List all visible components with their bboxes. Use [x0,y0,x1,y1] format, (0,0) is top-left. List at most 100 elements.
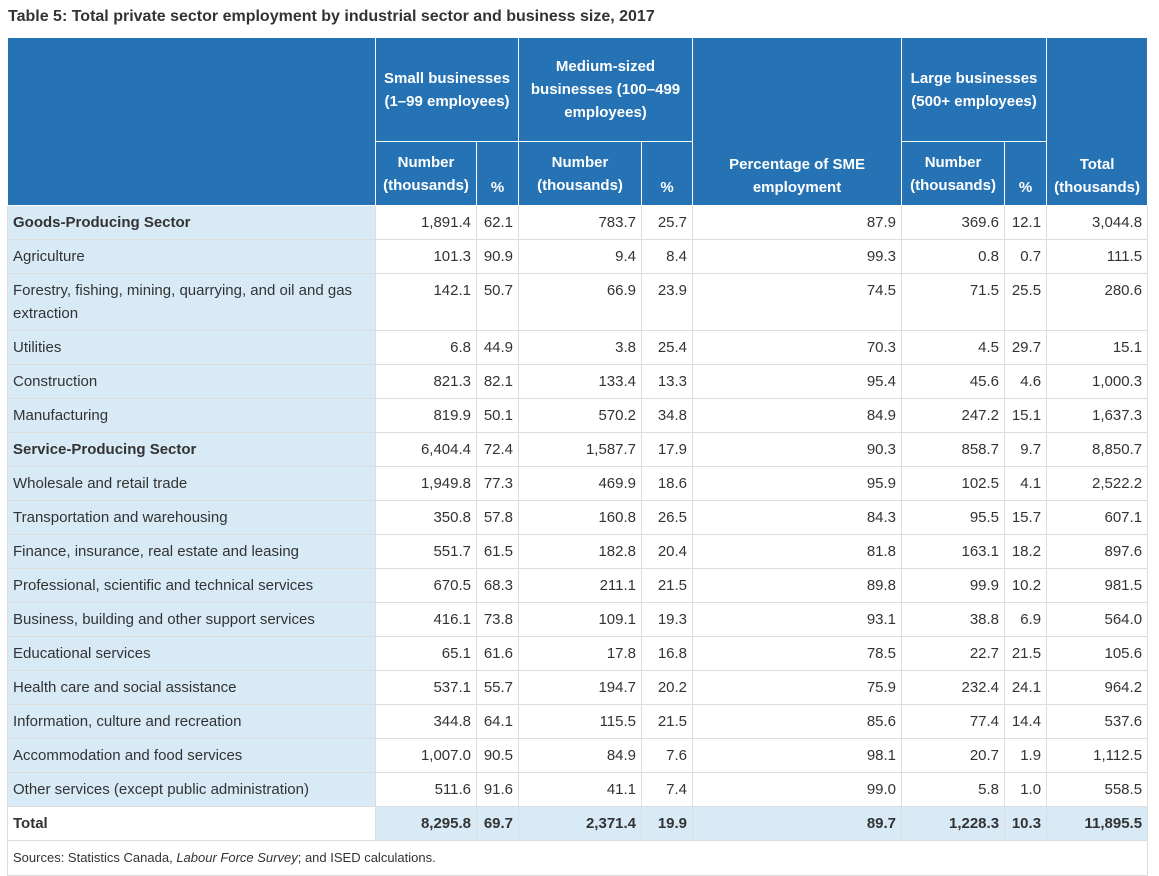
cell: 142.1 [375,273,477,331]
cell: 102.5 [901,466,1006,501]
row-label: Information, culture and recreation [7,704,376,739]
table-row: Service-Producing Sector 6,404.4 72.4 1,587… [7,432,1149,467]
row-label: Transportation and warehousing [7,500,376,535]
cell: 15.1 [1046,330,1149,365]
cell: 607.1 [1046,500,1149,535]
header-medium-number: Number (thousands) [518,141,643,206]
cell: 50.1 [475,398,520,433]
row-label: Construction [7,364,376,399]
cell: 78.5 [692,636,903,671]
source-survey: Labour Force Survey [176,850,298,865]
header-small-number: Number (thousands) [375,141,477,206]
header-large-number: Number (thousands) [901,141,1006,206]
row-label: Total [7,806,376,841]
header-large-businesses: Large businesses (500+ employees) [901,37,1048,142]
cell: 22.7 [901,636,1006,671]
row-label: Utilities [7,330,376,365]
table-row: Professional, scientific and technical s… [7,568,1149,603]
table-row: Manufacturing 819.9 50.1 570.2 34.8 84.9 247.2… [7,398,1149,433]
row-label: Agriculture [7,239,376,274]
cell: 70.3 [692,330,903,365]
cell: 38.8 [901,602,1006,637]
cell: 558.5 [1046,772,1149,807]
cell: 211.1 [518,568,643,603]
cell: 99.3 [692,239,903,274]
row-label: Other services (except public administra… [7,772,376,807]
employment-table: Small businesses (1–99 employees) Medium… [6,37,1149,876]
cell: 50.7 [475,273,520,331]
table-row: Educational services 65.1 61.6 17.8 16.8 78.5… [7,636,1149,671]
cell: 14.4 [1004,704,1048,739]
cell: 18.2 [1004,534,1048,569]
cell: 981.5 [1046,568,1149,603]
cell: 29.7 [1004,330,1048,365]
header-medium-pct: % [641,141,694,206]
cell: 280.6 [1046,273,1149,331]
cell: 964.2 [1046,670,1149,705]
cell: 77.3 [475,466,520,501]
cell: 101.3 [375,239,477,274]
cell: 17.8 [518,636,643,671]
cell: 18.6 [641,466,694,501]
cell: 41.1 [518,772,643,807]
table-row: Utilities 6.8 44.9 3.8 25.4 70.3 4.5 29.7 15.1 [7,330,1149,365]
cell: 69.7 [475,806,520,841]
cell: 20.2 [641,670,694,705]
cell: 1.0 [1004,772,1048,807]
table-row: Finance, insurance, real estate and leas… [7,534,1149,569]
cell: 7.6 [641,738,694,773]
cell: 537.6 [1046,704,1149,739]
cell: 1,000.3 [1046,364,1149,399]
cell: 350.8 [375,500,477,535]
row-label: Accommodation and food services [7,738,376,773]
cell: 64.1 [475,704,520,739]
cell: 511.6 [375,772,477,807]
header-medium-businesses: Medium-sized businesses (100–499 employe… [518,37,694,142]
cell: 21.5 [641,568,694,603]
source-prefix: Sources: Statistics Canada, [13,850,177,865]
cell: 163.1 [901,534,1006,569]
cell: 0.8 [901,239,1006,274]
header-total: Total (thousands) [1046,37,1149,206]
row-label: Finance, insurance, real estate and leas… [7,534,376,569]
cell: 16.8 [641,636,694,671]
header-sme-percentage: Percentage of SME employment [692,37,903,206]
cell: 17.9 [641,432,694,467]
cell: 65.1 [375,636,477,671]
source-note: Sources: Statistics Canada, Labour Force… [6,840,1149,876]
cell: 75.9 [692,670,903,705]
cell: 82.1 [475,364,520,399]
cell: 2,522.2 [1046,466,1149,501]
cell: 1,007.0 [375,738,477,773]
cell: 10.3 [1004,806,1048,841]
row-label: Service-Producing Sector [7,432,376,467]
cell: 8.4 [641,239,694,274]
cell: 369.6 [901,205,1006,240]
cell: 90.5 [475,738,520,773]
cell: 44.9 [475,330,520,365]
cell: 90.3 [692,432,903,467]
row-label: Educational services [7,636,376,671]
cell: 84.9 [692,398,903,433]
cell: 1,228.3 [901,806,1006,841]
cell: 111.5 [1046,239,1149,274]
cell: 182.8 [518,534,643,569]
cell: 45.6 [901,364,1006,399]
row-label: Business, building and other support ser… [7,602,376,637]
cell: 84.3 [692,500,903,535]
cell: 6,404.4 [375,432,477,467]
cell: 90.9 [475,239,520,274]
cell: 783.7 [518,205,643,240]
table-row: Forestry, fishing, mining, quarrying, an… [7,273,1149,331]
cell: 819.9 [375,398,477,433]
cell: 551.7 [375,534,477,569]
table-caption: Table 5: Total private sector employment… [8,8,655,25]
cell: 93.1 [692,602,903,637]
cell: 99.9 [901,568,1006,603]
cell: 25.7 [641,205,694,240]
cell: 1,112.5 [1046,738,1149,773]
cell: 416.1 [375,602,477,637]
cell: 570.2 [518,398,643,433]
cell: 105.6 [1046,636,1149,671]
header-large-pct: % [1004,141,1048,206]
